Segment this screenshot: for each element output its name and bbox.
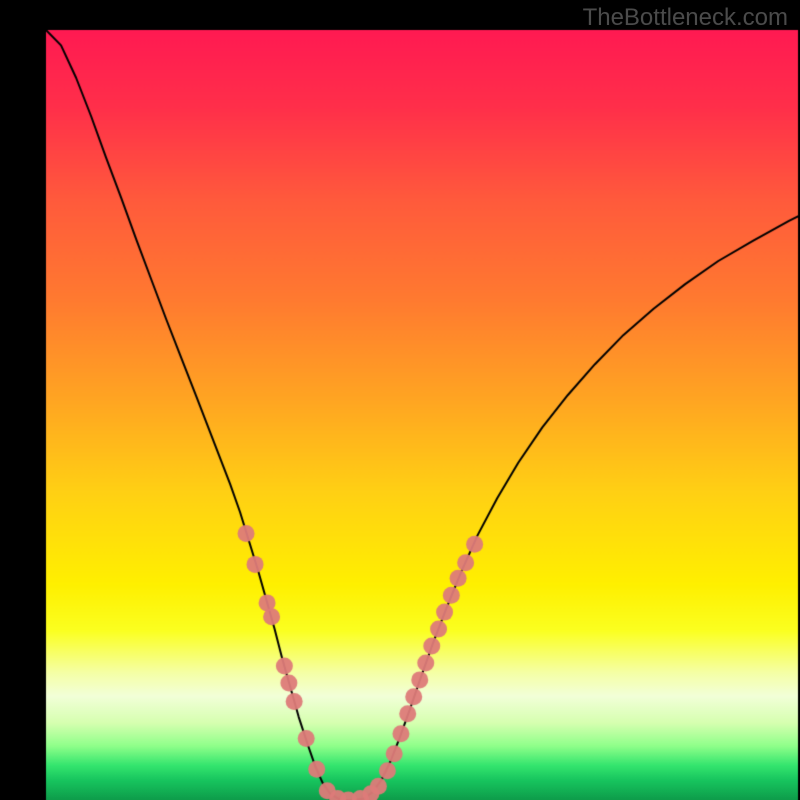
bottleneck-v-curve-chart [0,0,800,800]
chart-stage: TheBottleneck.com [0,0,800,800]
watermark-text: TheBottleneck.com [583,4,788,32]
